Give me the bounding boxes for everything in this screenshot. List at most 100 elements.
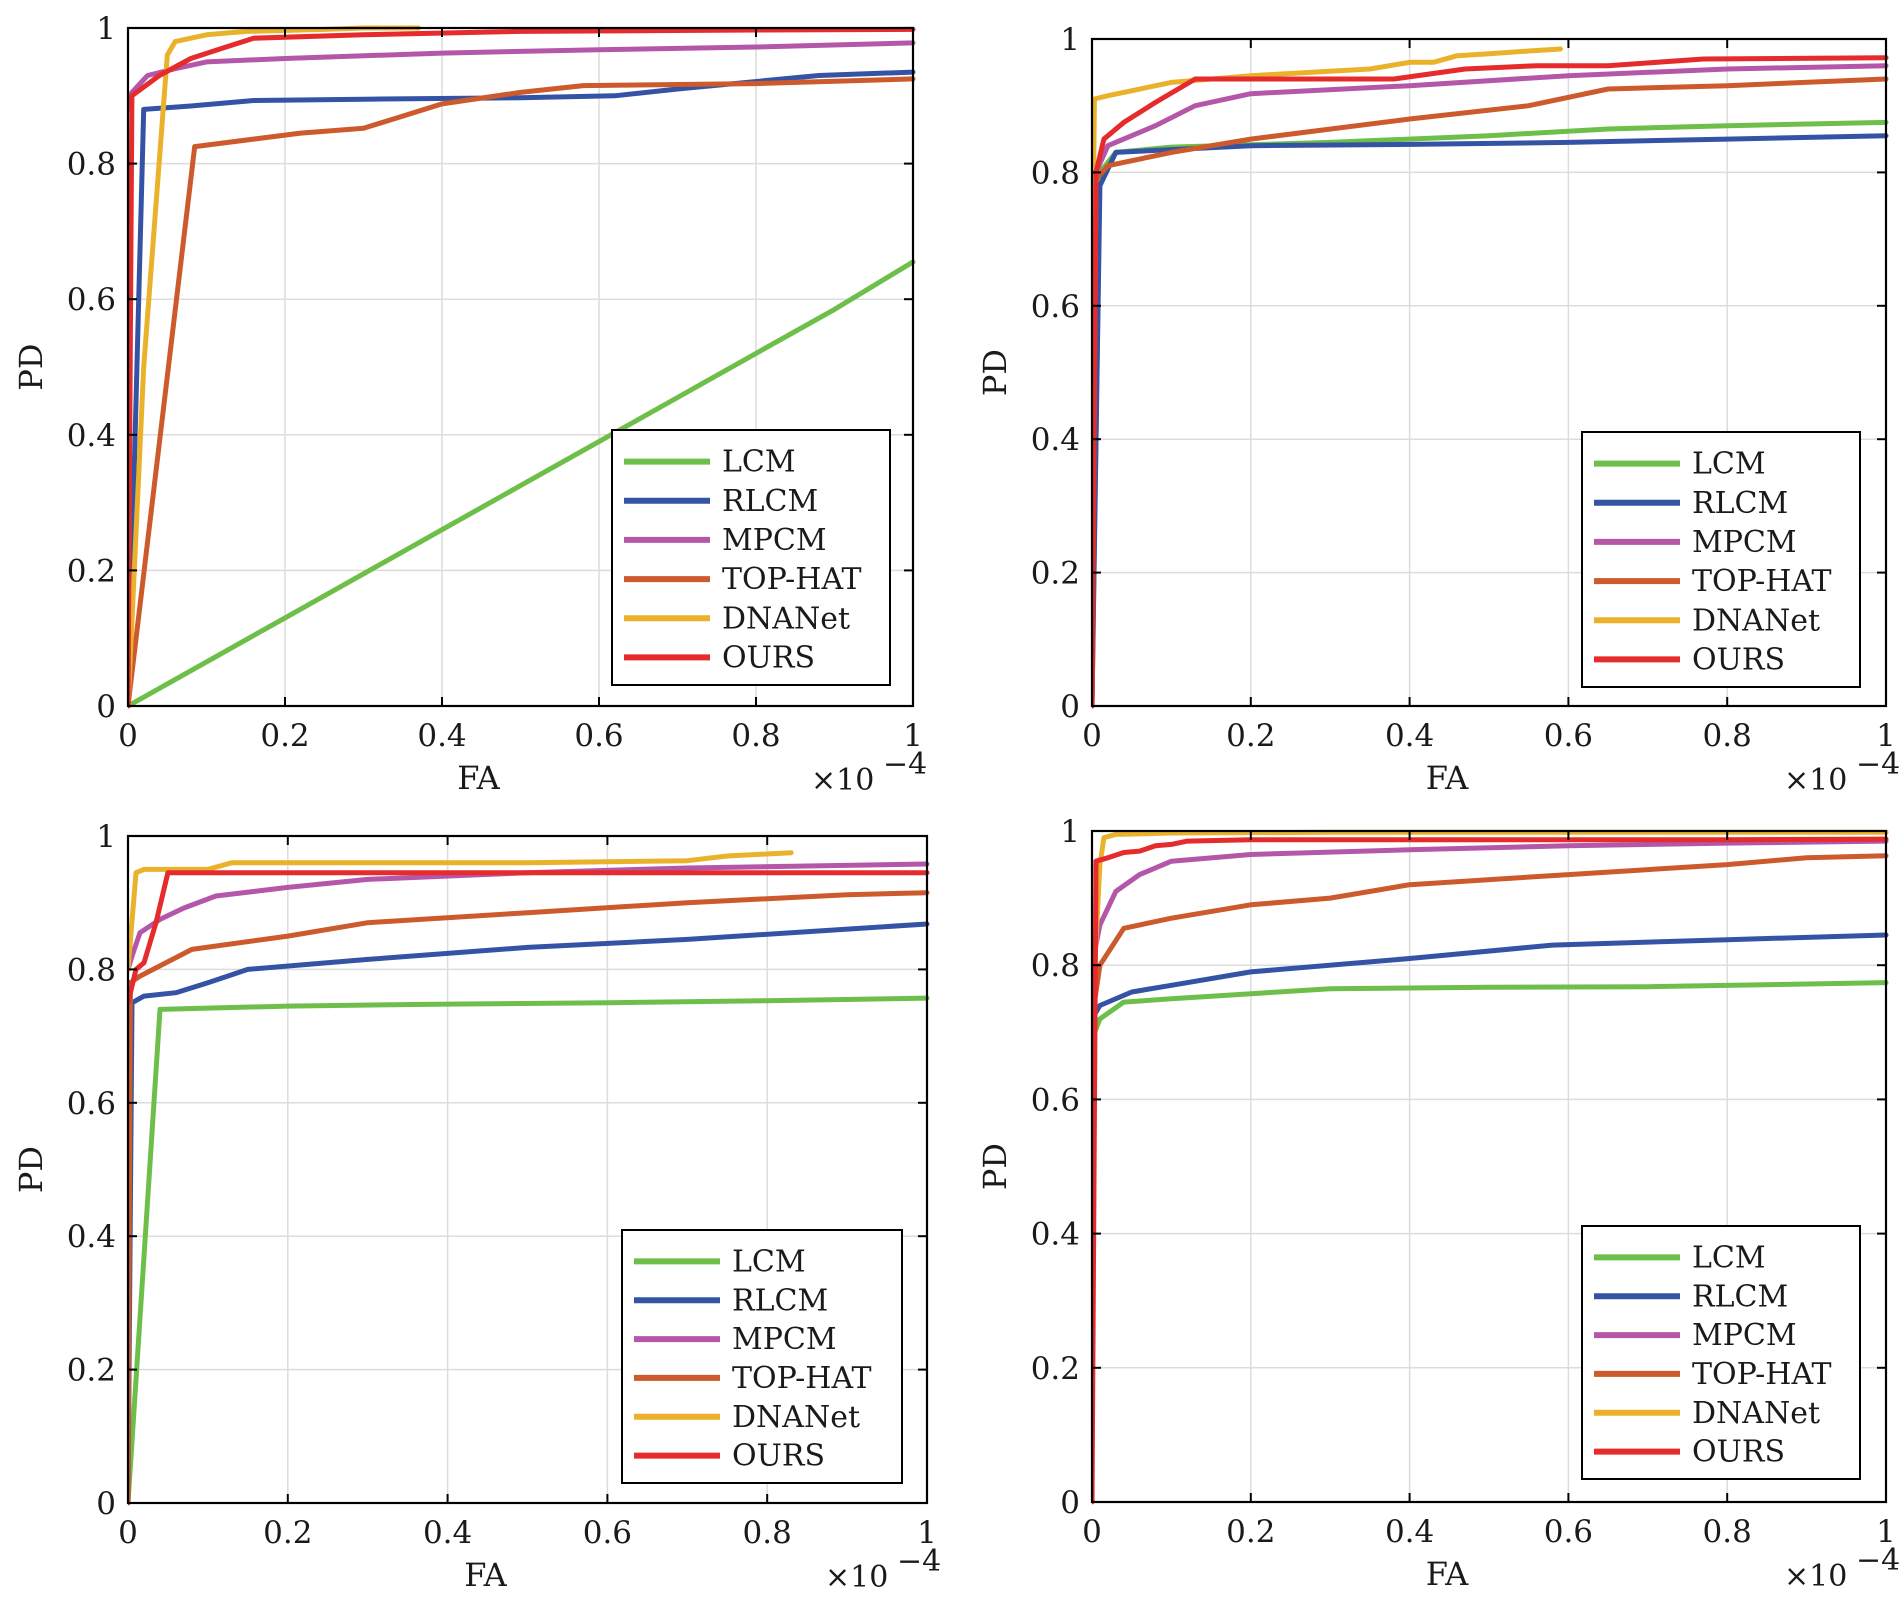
x-tick-label: 0 [1082,1514,1102,1550]
x-tick-label: 0 [118,1515,138,1551]
series-lines [1092,46,1889,709]
legend-label: DNANet [722,601,850,636]
series-line-rlcm [1092,133,1889,709]
series-line-top-hat [1092,853,1889,1022]
x-tick-label: 0.8 [1703,718,1752,754]
y-tick-label: 0.8 [67,952,116,988]
series-line-top-hat [1092,76,1889,709]
series-line-ours [1092,55,1889,709]
series-line-dnanet [128,850,794,972]
x-tick-label: 0.8 [743,1515,792,1551]
y-tick-label: 0.8 [67,147,116,183]
series-line-rlcm [128,921,930,1506]
x-tick-label: 0.4 [1385,1514,1434,1550]
series-line-top-hat [128,76,916,709]
x-tick-label: 0.4 [417,718,466,754]
x-axis-multiplier: ×10 [1784,1559,1847,1594]
series-line-mpcm [128,40,916,112]
legend-label: MPCM [732,1322,837,1357]
series-line-rlcm [1092,932,1889,1022]
legend-label: MPCM [1692,1318,1797,1353]
legend-label: LCM [722,445,796,480]
axes-box [1090,829,1888,1504]
x-axis-multiplier-exponent: −4 [897,1544,941,1579]
y-tick-label: 1 [1060,22,1080,58]
x-axis-multiplier: ×10 [1784,763,1847,798]
x-tick-label: 0.2 [1226,718,1275,754]
y-tick-label: 0.6 [1031,289,1080,325]
legend-label: LCM [1692,447,1766,482]
x-tick-label: 0.2 [260,718,309,754]
x-axis-title: FA [1426,1555,1469,1593]
y-tick-label: 0.6 [1031,1082,1080,1118]
series-line-lcm [128,259,916,709]
legend-label: TOP-HAT [1692,564,1831,599]
x-axis-title: FA [457,759,500,797]
x-axis-title: FA [464,1556,507,1594]
x-tick-label: 0.4 [423,1515,472,1551]
y-tick-label: 0.4 [67,418,116,454]
series-line-lcm [128,995,930,1506]
chart-panel-bottom-right: 0 0.2 0.4 0.6 0.8 1 0 0.2 0.4 0.6 0.8 1 FA PD ×10 −4 LCM… [976,814,1900,1594]
y-tick-label: 0 [96,689,116,725]
series-line-dnanet [1092,46,1563,342]
series-line-lcm [1092,980,1889,1042]
y-tick-label: 0 [1060,689,1080,725]
legend-label: MPCM [1692,525,1797,560]
chart-panel-top-right: 0 0.2 0.4 0.6 0.8 1 0 0.2 0.4 0.6 0.8 1 FA PD ×10 −4 LCM… [976,22,1900,798]
y-tick-label: 0.6 [67,282,116,318]
legend-label: TOP-HAT [722,562,861,597]
series-lines [128,850,930,1506]
x-tick-label: 0.8 [1703,1514,1752,1550]
series-lines [1092,829,1889,1505]
x-axis-multiplier-exponent: −4 [1856,1543,1900,1578]
y-axis-title: PD [12,343,50,390]
legend-label: LCM [1692,1240,1766,1275]
x-axis-title: FA [1426,759,1469,797]
x-tick-label: 0.6 [583,1515,632,1551]
legend-label: DNANet [1692,603,1820,638]
y-tick-label: 1 [96,819,116,855]
legend-label: LCM [732,1244,806,1279]
series-line-ours [128,870,930,1006]
x-tick-label: 0.6 [1544,718,1593,754]
x-tick-label: 1 [903,718,923,754]
legend-label: DNANet [732,1400,860,1435]
y-tick-label: 0.2 [67,1353,116,1389]
legend-label: RLCM [732,1283,828,1318]
legend-label: RLCM [722,484,818,519]
series-line-mpcm [128,861,930,972]
legend-label: MPCM [722,523,827,558]
y-tick-label: 0.8 [1031,948,1080,984]
x-tick-label: 0.8 [731,718,780,754]
y-axis-title: PD [976,349,1014,396]
y-tick-label: 0.2 [1031,556,1080,592]
x-tick-label: 1 [1876,718,1896,754]
legend: LCM RLCM MPCM TOP-HAT DNANet OURS [611,429,891,686]
legend-label: RLCM [1692,1279,1788,1314]
series-line-ours [1092,836,1889,1505]
series-line-ours [128,26,916,709]
y-tick-label: 0.2 [1031,1351,1080,1387]
legend-label: TOP-HAT [732,1361,871,1396]
x-tick-label: 0 [118,718,138,754]
y-axis-title: PD [976,1143,1014,1190]
x-tick-label: 1 [1876,1514,1896,1550]
legend-label: TOP-HAT [1692,1357,1831,1392]
y-tick-label: 0.4 [1031,422,1080,458]
y-tick-label: 0.4 [67,1219,116,1255]
legend-box [621,1229,903,1484]
legend: LCM RLCM MPCM TOP-HAT DNANet OURS [1581,1225,1861,1480]
legend: LCM RLCM MPCM TOP-HAT DNANet OURS [1581,431,1861,688]
series-line-mpcm [1092,838,1889,968]
x-axis-multiplier: ×10 [811,763,874,798]
x-tick-label: 0.6 [1544,1514,1593,1550]
x-tick-label: 0.6 [574,718,623,754]
chart-panel-bottom-left: 0 0.2 0.4 0.6 0.8 1 0 0.2 0.4 0.6 0.8 1 FA PD ×10 −4 LCM… [12,819,941,1595]
legend-label: OURS [732,1439,825,1474]
y-tick-label: 0.8 [1031,155,1080,191]
y-tick-label: 0.4 [1031,1217,1080,1253]
y-axis-title: PD [12,1146,50,1193]
legend-label: OURS [722,640,815,675]
